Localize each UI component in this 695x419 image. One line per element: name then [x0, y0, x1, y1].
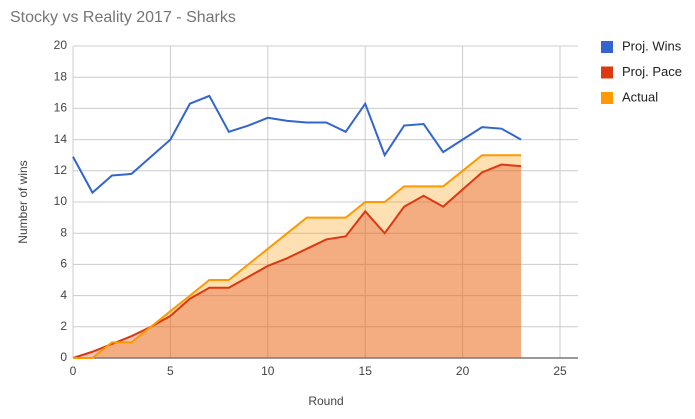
y-tick-label: 20 [54, 38, 68, 52]
line [72, 94, 522, 195]
legend-swatch [601, 66, 613, 79]
area [73, 155, 522, 358]
x-axis-label: Round [308, 394, 343, 408]
y-tick-label: 18 [54, 69, 68, 83]
y-tick-label: 16 [54, 101, 68, 115]
legend-label: Proj. Wins [622, 38, 682, 53]
x-tick-label: 15 [359, 364, 373, 378]
legend-label: Actual [622, 89, 658, 104]
x-tick-label: 25 [553, 364, 567, 378]
x-tick-label: 5 [167, 364, 174, 378]
y-tick-label: 12 [54, 163, 68, 177]
y-tick-label: 6 [60, 257, 67, 271]
legend-label: Proj. Pace [622, 64, 682, 79]
y-axis-label: Number of wins [16, 160, 30, 243]
y-tick-label: 14 [54, 132, 68, 146]
legend-swatch [601, 92, 613, 104]
area [73, 164, 522, 358]
y-tick-label: 0 [60, 350, 67, 364]
y-tick-label: 8 [60, 225, 67, 239]
legend-swatch [601, 41, 613, 53]
x-tick-label: 0 [70, 364, 77, 378]
y-tick-label: 4 [60, 288, 67, 302]
chart-title: Stocky vs Reality 2017 - Sharks [10, 9, 236, 26]
x-tick-label: 20 [456, 364, 470, 378]
y-tick-label: 2 [60, 319, 67, 333]
line [73, 154, 522, 359]
y-tick-label: 10 [54, 194, 68, 208]
x-tick-label: 10 [261, 364, 275, 378]
